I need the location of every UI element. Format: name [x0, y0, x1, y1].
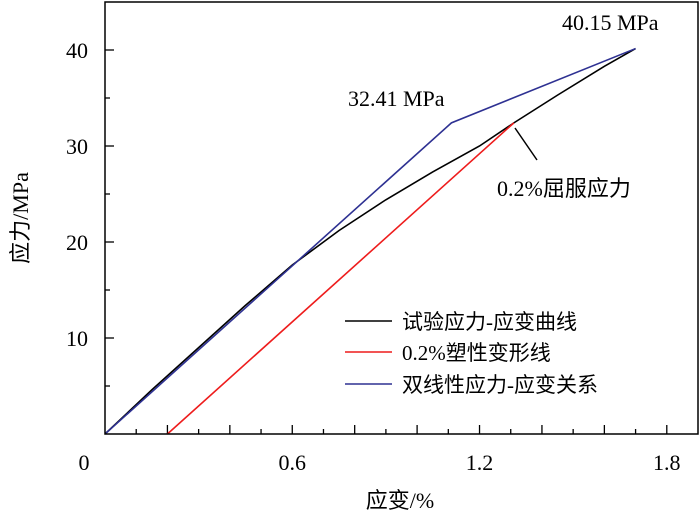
legend-label-2: 双线性应力-应变关系	[402, 373, 598, 397]
x-tick-label: 0	[79, 450, 90, 475]
x-tick-label: 1.2	[466, 450, 494, 475]
annotation-kink: 32.41 MPa	[348, 86, 445, 111]
x-tick-label: 1.8	[653, 450, 681, 475]
annotation-yield: 0.2%屈服应力	[497, 176, 631, 201]
x-tick-label: 0.6	[279, 450, 307, 475]
legend: 试验应力-应变曲线 0.2%塑性变形线 双线性应力-应变关系	[345, 310, 598, 397]
x-tick-labels: 0 0.6 1.2 1.8	[79, 450, 681, 475]
x-axis-label: 应变/%	[366, 488, 434, 513]
series-line-0	[104, 47, 636, 435]
y-tick-labels: 10 20 30 40	[66, 38, 88, 351]
legend-label-1: 0.2%塑性变形线	[402, 341, 551, 365]
annotation-peak: 40.15 MPa	[562, 10, 659, 35]
plot-frame	[104, 1, 699, 435]
series-group	[104, 47, 636, 435]
annotation-pointer-line	[514, 127, 538, 161]
legend-label-0: 试验应力-应变曲线	[402, 310, 577, 334]
y-tick-label: 10	[66, 326, 88, 351]
axis-ticks	[105, 49, 668, 434]
series-line-2	[104, 47, 636, 435]
series-line-1	[166, 122, 515, 435]
y-tick-label: 20	[66, 230, 88, 255]
y-axis-label: 应力/MPa	[8, 172, 33, 264]
y-tick-label: 30	[66, 134, 88, 159]
y-tick-label: 40	[66, 38, 88, 63]
